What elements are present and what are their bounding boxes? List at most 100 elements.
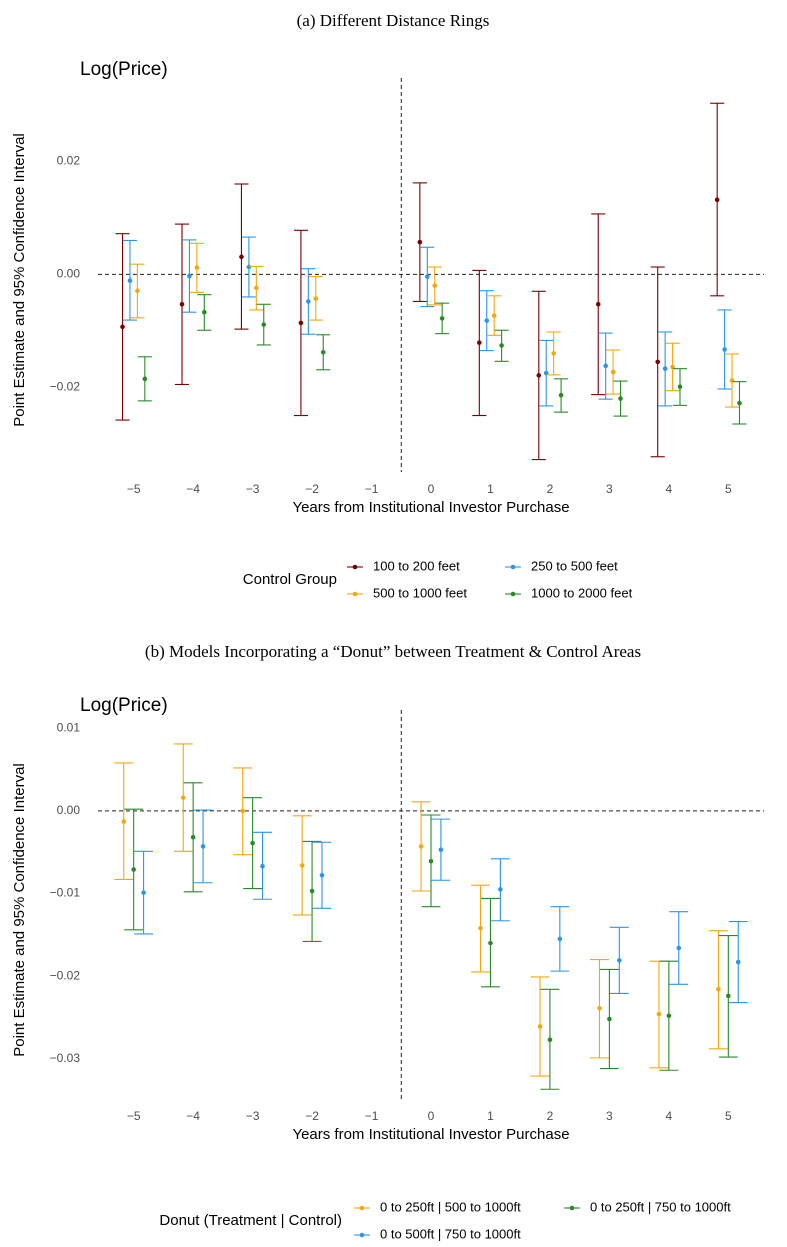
y-tick-label: 0.01 <box>57 720 81 734</box>
y-tick-label: 0.02 <box>57 154 81 168</box>
x-tick-label: 0 <box>428 482 435 496</box>
x-axis-title: Years from Institutional Investor Purcha… <box>292 499 569 516</box>
point <box>677 384 683 390</box>
point <box>610 369 616 375</box>
point <box>558 392 564 398</box>
legend-key-point <box>359 1232 365 1238</box>
point <box>417 239 423 245</box>
y-tick-label: −0.02 <box>50 968 81 982</box>
legend-key-point <box>510 564 516 570</box>
x-tick-label: 2 <box>547 482 554 496</box>
point <box>260 863 265 869</box>
point <box>319 873 325 878</box>
point <box>131 867 136 872</box>
point <box>190 835 196 840</box>
x-tick-label: 5 <box>725 482 732 496</box>
legend-title: Donut (Treatment | Control) <box>159 1212 342 1229</box>
x-tick-label: 4 <box>666 1109 673 1123</box>
legend-label: 0 to 250ft | 500 to 1000ft <box>380 1199 521 1214</box>
x-tick-label: 5 <box>725 1109 732 1123</box>
point <box>180 795 186 800</box>
legend-label: 500 to 1000 feet <box>373 585 467 600</box>
point <box>536 373 542 378</box>
x-tick-label: 3 <box>606 482 613 496</box>
x-tick-label: −3 <box>246 482 260 496</box>
y-tick-label: 0.00 <box>57 803 81 817</box>
subtitle: Log(Price) <box>80 695 168 716</box>
point <box>240 808 245 814</box>
point <box>250 840 255 846</box>
legend-key-point <box>569 1205 575 1211</box>
point <box>432 283 438 288</box>
panel-title: (a) Different Distance Rings <box>297 11 490 30</box>
point <box>676 945 682 951</box>
point <box>261 322 267 327</box>
point <box>478 925 483 931</box>
point <box>298 320 304 326</box>
point <box>201 309 207 315</box>
point <box>239 254 244 260</box>
point <box>722 347 727 352</box>
point <box>135 288 140 294</box>
point <box>603 363 608 369</box>
point <box>428 858 434 864</box>
panel-title: (b) Models Incorporating a “Donut” betwe… <box>145 642 641 661</box>
subtitle: Log(Price) <box>80 59 168 80</box>
point <box>200 844 206 849</box>
point <box>313 296 319 301</box>
x-tick-label: 1 <box>487 1109 494 1123</box>
point <box>655 359 661 365</box>
y-tick-label: −0.03 <box>50 1051 81 1065</box>
x-tick-label: −5 <box>127 1109 141 1123</box>
legend-key-point <box>359 1205 365 1211</box>
legend-key-point <box>510 591 516 597</box>
x-tick-label: −1 <box>365 482 379 496</box>
point <box>618 396 623 401</box>
point <box>488 940 493 946</box>
point <box>662 366 668 371</box>
point <box>127 278 133 283</box>
x-tick-label: 0 <box>428 1109 435 1123</box>
x-tick-label: −4 <box>186 482 200 496</box>
point <box>498 887 503 892</box>
point <box>141 890 146 895</box>
point <box>484 318 490 323</box>
point <box>121 819 127 824</box>
point <box>656 1011 662 1017</box>
point <box>491 313 497 318</box>
point <box>120 324 125 330</box>
point <box>714 197 720 203</box>
legend-label: 1000 to 2000 feet <box>531 585 633 600</box>
point <box>306 299 311 304</box>
point <box>187 273 192 279</box>
legend-key-point <box>352 591 358 597</box>
point <box>179 301 185 307</box>
point <box>735 959 741 965</box>
x-tick-label: −3 <box>246 1109 260 1123</box>
y-axis-title: Point Estimate and 95% Confidence Interv… <box>11 133 28 427</box>
legend-label: 0 to 500ft | 750 to 1000ft <box>380 1226 521 1241</box>
y-axis-title: Point Estimate and 95% Confidence Interv… <box>11 763 28 1057</box>
point <box>607 1016 612 1022</box>
point <box>499 343 504 348</box>
point <box>716 987 721 992</box>
legend-key-point <box>352 564 358 570</box>
y-tick-label: −0.01 <box>50 886 81 900</box>
point <box>595 301 601 307</box>
point <box>246 264 252 270</box>
x-axis-title: Years from Institutional Investor Purcha… <box>292 1126 569 1143</box>
legend-label: 100 to 200 feet <box>373 558 460 573</box>
x-tick-label: 4 <box>666 482 673 496</box>
point <box>320 349 326 355</box>
x-tick-label: −2 <box>305 1109 319 1123</box>
point <box>617 958 622 963</box>
point <box>439 316 445 321</box>
x-tick-label: 1 <box>487 482 494 496</box>
y-tick-label: −0.02 <box>50 379 81 393</box>
point <box>309 888 315 894</box>
point <box>737 400 742 406</box>
x-tick-label: 2 <box>547 1109 554 1123</box>
point <box>537 1024 543 1029</box>
point <box>551 351 556 356</box>
